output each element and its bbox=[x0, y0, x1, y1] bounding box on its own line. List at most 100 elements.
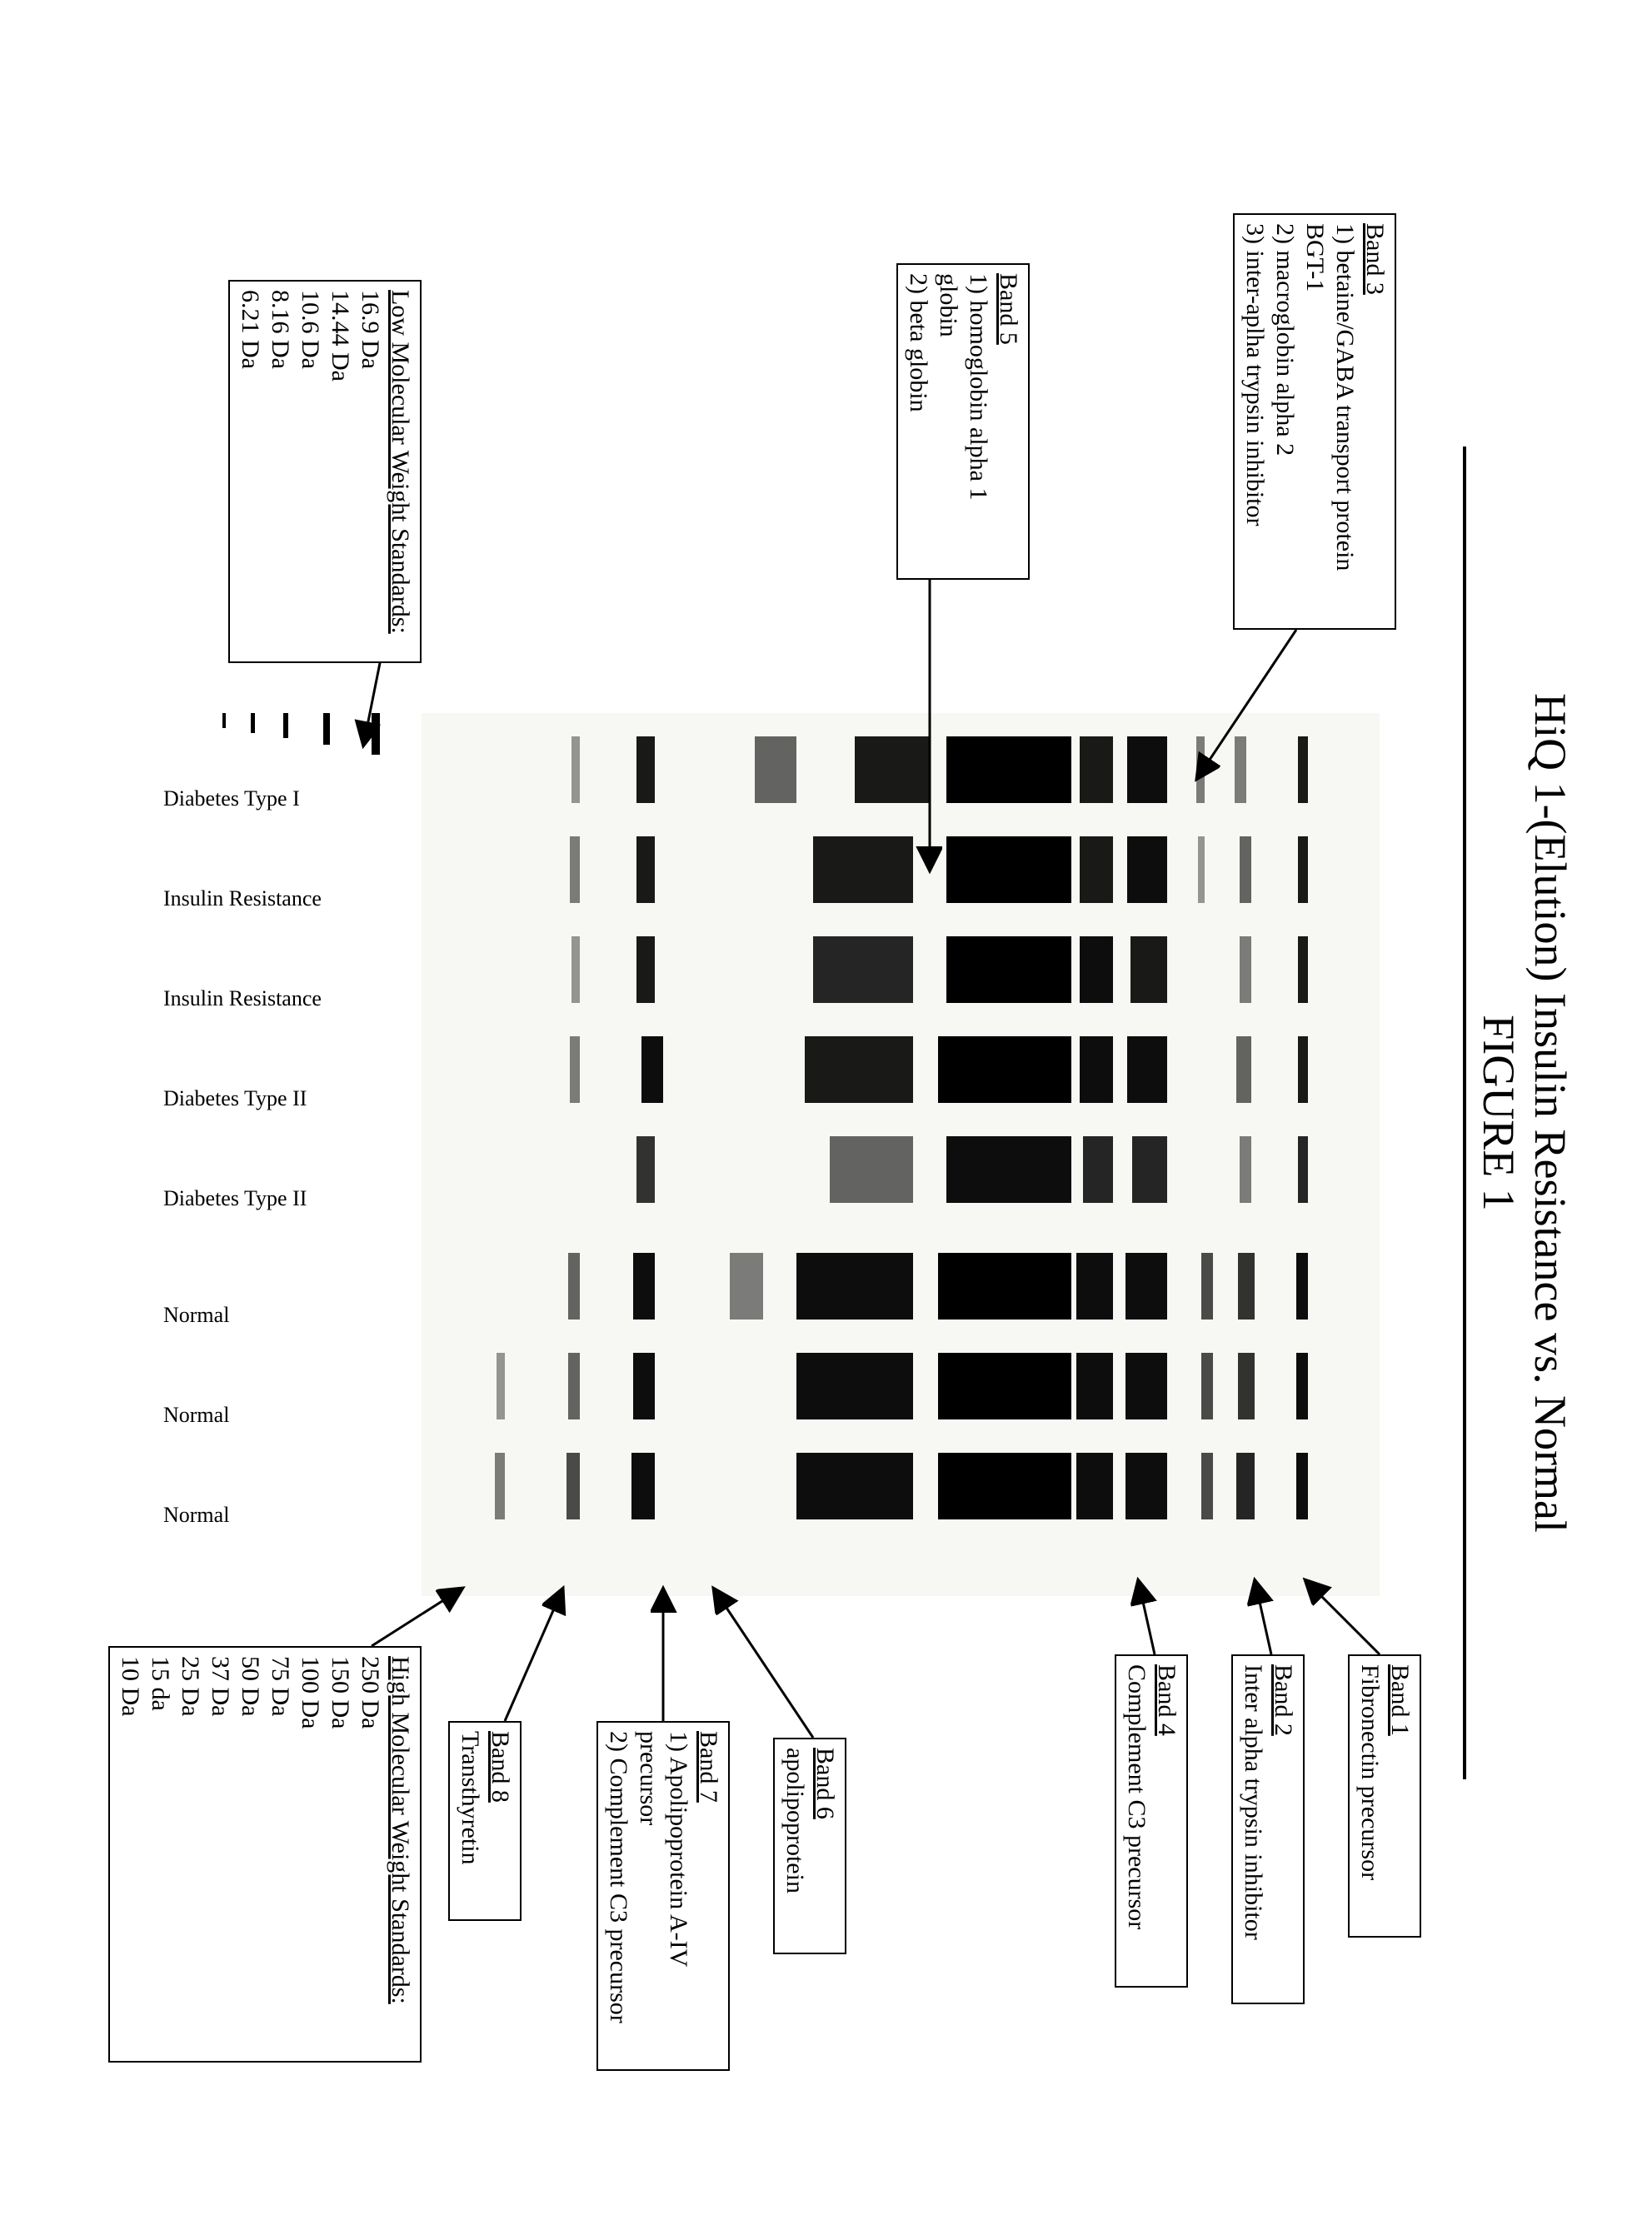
gel-band bbox=[1235, 736, 1246, 803]
gel-band bbox=[1296, 1453, 1308, 1519]
box-heading: Band 1 bbox=[1385, 1664, 1415, 1928]
gel-band bbox=[1238, 1253, 1255, 1320]
gel-lane bbox=[422, 730, 1380, 810]
box-band6: Band 6apolipoprotein bbox=[773, 1738, 846, 1954]
gel-band bbox=[938, 1036, 1071, 1103]
gel-band bbox=[1127, 1036, 1167, 1103]
box-band3: Band 31) betaine/GABA transport protein … bbox=[1233, 213, 1396, 630]
callout-arrow bbox=[713, 1588, 813, 1738]
box-item: 2) Complement C3 precursor bbox=[603, 1731, 633, 2061]
box-item: 10 Da bbox=[115, 1656, 145, 2053]
gel-band bbox=[1076, 1453, 1113, 1519]
title-line-1: HiQ 1-(Elution) Insulin Resistance vs. N… bbox=[1525, 446, 1576, 1779]
gel-band bbox=[946, 1136, 1071, 1203]
gel-band bbox=[1083, 1136, 1113, 1203]
gel-band bbox=[1298, 1136, 1308, 1203]
box-heading: Band 4 bbox=[1151, 1664, 1181, 1978]
gel-band bbox=[571, 936, 580, 1003]
box-band2: Band 2Inter alpha trypsin inhibitor bbox=[1231, 1654, 1305, 2004]
gel-band bbox=[1201, 1253, 1213, 1320]
gel-band bbox=[1240, 836, 1251, 903]
gel-image bbox=[422, 713, 1380, 1596]
box-item: 37 Da bbox=[205, 1656, 235, 2053]
gel-band bbox=[830, 1136, 913, 1203]
box-item: 75 Da bbox=[265, 1656, 295, 2053]
box-band4: Band 4Complement C3 precursor bbox=[1115, 1654, 1188, 1988]
callout-arrow bbox=[505, 1588, 563, 1721]
box-item: 2) macroglobin alpha 2 bbox=[1270, 223, 1300, 620]
gel-band bbox=[1201, 1353, 1213, 1419]
gel-band bbox=[636, 1136, 655, 1203]
gel-band bbox=[796, 1253, 913, 1320]
gel-band bbox=[571, 736, 580, 803]
gel-band bbox=[633, 1253, 655, 1320]
mw-tick bbox=[283, 713, 288, 738]
gel-band bbox=[796, 1453, 913, 1519]
lane-label: Normal bbox=[163, 1503, 229, 1528]
gel-band bbox=[570, 1036, 580, 1103]
gel-band bbox=[641, 1036, 663, 1103]
gel-band bbox=[1132, 1136, 1167, 1203]
gel-band bbox=[755, 736, 796, 803]
gel-band bbox=[855, 736, 930, 803]
gel-band bbox=[1125, 1453, 1167, 1519]
gel-band bbox=[636, 736, 655, 803]
lane-label: Normal bbox=[163, 1303, 229, 1328]
box-item: 16.9 Da bbox=[355, 290, 385, 653]
box-heading: Band 2 bbox=[1268, 1664, 1298, 1994]
gel-band bbox=[1080, 736, 1113, 803]
lane-label: Insulin Resistance bbox=[163, 986, 322, 1011]
gel-band bbox=[946, 836, 1071, 903]
callout-arrow bbox=[372, 1588, 463, 1646]
gel-band bbox=[1198, 836, 1205, 903]
lane-label: Insulin Resistance bbox=[163, 886, 322, 911]
box-item: 1) betaine/GABA transport protein BGT-1 bbox=[1300, 223, 1360, 620]
box-low_mw: Low Molecular Weight Standards:16.9 Da14… bbox=[228, 280, 422, 663]
gel-band bbox=[1296, 1353, 1308, 1419]
gel-band bbox=[946, 736, 1071, 803]
box-item: Transthyretin bbox=[455, 1731, 485, 1911]
gel-band bbox=[1238, 1353, 1255, 1419]
gel-band bbox=[1201, 1453, 1213, 1519]
box-item: 2) beta globin bbox=[903, 273, 933, 570]
lane-label: Diabetes Type I bbox=[163, 786, 300, 811]
lane-label: Diabetes Type II bbox=[163, 1086, 307, 1111]
gel-band bbox=[1196, 736, 1205, 803]
box-item: Fibronectin precursor bbox=[1355, 1664, 1385, 1928]
gel-band bbox=[1298, 736, 1308, 803]
gel-band bbox=[1125, 1353, 1167, 1419]
gel-band bbox=[938, 1453, 1071, 1519]
lane-label: Normal bbox=[163, 1403, 229, 1428]
box-item: 50 Da bbox=[235, 1656, 265, 2053]
gel-band bbox=[636, 836, 655, 903]
gel-band bbox=[1080, 936, 1113, 1003]
gel-band bbox=[568, 1253, 580, 1320]
gel-band bbox=[1127, 836, 1167, 903]
box-high_mw: High Molecular Weight Standards:250 Da15… bbox=[108, 1646, 422, 2063]
gel-band bbox=[1236, 1453, 1255, 1519]
box-item: 8.16 Da bbox=[265, 290, 295, 653]
gel-band bbox=[636, 936, 655, 1003]
box-item: 6.21 Da bbox=[235, 290, 265, 653]
box-band8: Band 8Transthyretin bbox=[448, 1721, 522, 1921]
box-band7: Band 71) Apolipoprotein A-IV precursor2)… bbox=[596, 1721, 730, 2071]
gel-band bbox=[566, 1453, 580, 1519]
gel-band bbox=[938, 1253, 1071, 1320]
box-item: Inter alpha trypsin inhibitor bbox=[1238, 1664, 1268, 1994]
box-item: 15 da bbox=[145, 1656, 175, 2053]
gel-band bbox=[497, 1353, 505, 1419]
gel-band bbox=[805, 1036, 913, 1103]
gel-band bbox=[495, 1453, 505, 1519]
gel-band bbox=[1298, 1036, 1308, 1103]
figure-content: Band 31) betaine/GABA transport protein … bbox=[113, 113, 1446, 2113]
gel-band bbox=[1298, 936, 1308, 1003]
gel-lane bbox=[422, 1346, 1380, 1426]
title-line-2: FIGURE 1 bbox=[1473, 446, 1525, 1779]
box-heading: Band 6 bbox=[810, 1748, 840, 1944]
box-item: 250 Da bbox=[355, 1656, 385, 2053]
figure-title: HiQ 1-(Elution) Insulin Resistance vs. N… bbox=[1463, 446, 1576, 1779]
box-heading: Band 3 bbox=[1360, 223, 1390, 620]
gel-lane bbox=[422, 1130, 1380, 1210]
gel-lane bbox=[422, 1030, 1380, 1110]
gel-band bbox=[813, 936, 913, 1003]
